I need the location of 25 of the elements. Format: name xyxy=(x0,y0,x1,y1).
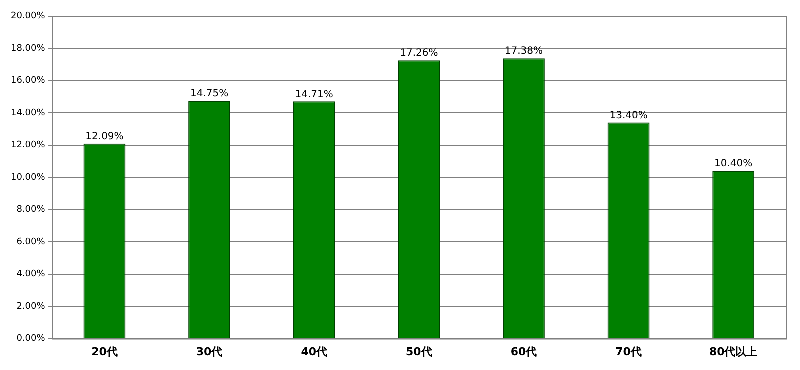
x-tick-label: 60代 xyxy=(510,345,538,358)
y-tick-label: 14.00% xyxy=(10,108,46,118)
data-label: 17.38% xyxy=(504,46,544,58)
data-label: 17.26% xyxy=(400,48,438,60)
x-tick-label: 20代 xyxy=(92,345,118,358)
x-tick-label: 70代 xyxy=(616,345,642,358)
x-tick-label: 50代 xyxy=(406,345,432,358)
y-tick-label: 10.00% xyxy=(10,172,46,183)
y-tick-label: 16.00% xyxy=(10,76,46,86)
x-tick-label: 30代 xyxy=(196,345,223,358)
x-tick-label: 80代以上 xyxy=(709,345,758,358)
y-tick-label: 8.00% xyxy=(16,205,46,216)
data-label: 14.75% xyxy=(190,88,229,100)
y-tick-label: 6.00% xyxy=(16,237,46,248)
data-label: 14.71% xyxy=(295,89,334,100)
y-tick-label: 20.00% xyxy=(10,12,46,22)
y-tick-label: 0.00% xyxy=(16,334,46,344)
y-tick-label: 12.00% xyxy=(10,140,46,151)
data-label: 12.09% xyxy=(86,132,124,143)
y-tick-label: 18.00% xyxy=(10,44,46,54)
y-tick-label: 2.00% xyxy=(16,302,46,312)
x-tick-label: 40代 xyxy=(301,345,328,358)
data-label: 13.40% xyxy=(610,110,648,122)
y-tick-label: 4.00% xyxy=(16,270,46,280)
data-label: 10.40% xyxy=(714,158,753,170)
